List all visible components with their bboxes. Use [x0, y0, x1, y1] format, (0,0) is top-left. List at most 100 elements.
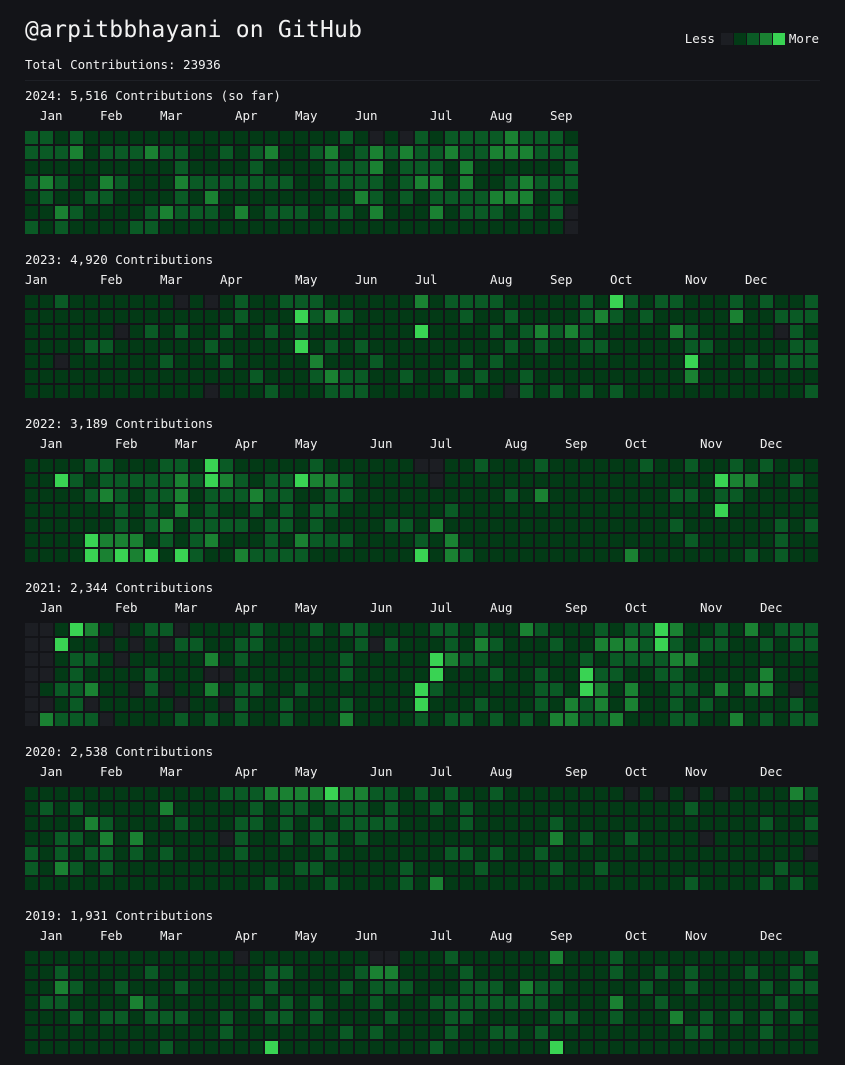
contribution-cell — [700, 847, 713, 860]
contribution-cell — [535, 683, 548, 696]
contribution-cell — [730, 877, 743, 890]
contribution-cell — [55, 459, 68, 472]
contribution-cell — [190, 206, 203, 219]
contribution-cell — [205, 653, 218, 666]
contribution-cell — [565, 698, 578, 711]
contribution-cell — [130, 787, 143, 800]
contribution-cell — [250, 683, 263, 696]
contribution-cell — [610, 862, 623, 875]
contribution-cell — [460, 847, 473, 860]
contribution-cell — [160, 713, 173, 726]
contribution-cell — [175, 370, 188, 383]
contribution-cell — [145, 1011, 158, 1024]
month-label-2021-oct: Oct — [625, 600, 648, 615]
contribution-cell — [190, 787, 203, 800]
contribution-cell — [670, 519, 683, 532]
contribution-cell — [85, 489, 98, 502]
contribution-cell — [565, 370, 578, 383]
contribution-cell — [85, 191, 98, 204]
contribution-cell — [220, 176, 233, 189]
contribution-cell — [235, 191, 248, 204]
contribution-cell — [55, 847, 68, 860]
contribution-cell — [610, 355, 623, 368]
contribution-cell — [475, 191, 488, 204]
contribution-cell — [355, 459, 368, 472]
contribution-cell — [280, 802, 293, 815]
contribution-cell — [250, 966, 263, 979]
contribution-cell — [595, 295, 608, 308]
contribution-cell — [805, 787, 818, 800]
contribution-cell — [715, 519, 728, 532]
contribution-cell — [430, 191, 443, 204]
contribution-cell — [25, 981, 38, 994]
contribution-cell — [550, 519, 563, 532]
contribution-cell — [775, 1011, 788, 1024]
contribution-cell — [625, 1041, 638, 1054]
contribution-cell — [370, 131, 383, 144]
contribution-cell — [730, 325, 743, 338]
contribution-cell — [535, 295, 548, 308]
contribution-cell — [655, 683, 668, 696]
month-label-2023-may: May — [295, 272, 318, 287]
page-title: @arpitbbhayani on GitHub — [25, 17, 363, 43]
contribution-cell — [295, 489, 308, 502]
contribution-cell — [790, 1011, 803, 1024]
contribution-cell — [205, 191, 218, 204]
contribution-cell — [715, 489, 728, 502]
contribution-cell — [745, 877, 758, 890]
contribution-cell — [115, 474, 128, 487]
contribution-cell — [550, 191, 563, 204]
contribution-cell — [280, 1026, 293, 1039]
contribution-cell — [310, 489, 323, 502]
contribution-cell — [40, 295, 53, 308]
contribution-cell — [40, 474, 53, 487]
month-label-2021-jun: Jun — [370, 600, 393, 615]
contribution-cell — [25, 1041, 38, 1054]
contribution-cell — [280, 951, 293, 964]
contribution-cell — [475, 1041, 488, 1054]
contribution-cell — [115, 355, 128, 368]
contribution-cell — [655, 340, 668, 353]
contribution-cell — [490, 176, 503, 189]
contribution-cell — [400, 668, 413, 681]
contribution-cell — [655, 1041, 668, 1054]
contribution-cell — [220, 131, 233, 144]
contribution-cell — [295, 802, 308, 815]
contribution-cell — [40, 787, 53, 800]
contribution-cell — [430, 519, 443, 532]
contribution-cell — [70, 862, 83, 875]
contribution-cell — [25, 802, 38, 815]
contribution-cell — [685, 802, 698, 815]
contribution-cell — [670, 504, 683, 517]
contribution-cell — [730, 459, 743, 472]
contribution-cell — [70, 385, 83, 398]
contribution-cell — [325, 459, 338, 472]
contribution-cell — [355, 1041, 368, 1054]
contribution-cell — [400, 325, 413, 338]
contribution-cell — [700, 683, 713, 696]
month-label-2024-aug: Aug — [490, 108, 513, 123]
contribution-cell — [790, 713, 803, 726]
contribution-cell — [685, 862, 698, 875]
contribution-cell — [400, 489, 413, 502]
contribution-cell — [325, 683, 338, 696]
contribution-cell — [715, 787, 728, 800]
contribution-cell — [130, 832, 143, 845]
contribution-cell — [625, 817, 638, 830]
contribution-cell — [325, 668, 338, 681]
contribution-cell — [670, 966, 683, 979]
contribution-cell — [505, 668, 518, 681]
contribution-cell — [130, 668, 143, 681]
contribution-cell — [190, 966, 203, 979]
contribution-cell — [520, 623, 533, 636]
contribution-cell — [400, 951, 413, 964]
contribution-cell — [400, 683, 413, 696]
contribution-cell — [340, 802, 353, 815]
contribution-cell — [565, 638, 578, 651]
contribution-cell — [235, 206, 248, 219]
contribution-cell — [235, 370, 248, 383]
contribution-cell — [130, 131, 143, 144]
contribution-cell — [85, 221, 98, 234]
contribution-cell — [460, 504, 473, 517]
contribution-cell — [685, 504, 698, 517]
